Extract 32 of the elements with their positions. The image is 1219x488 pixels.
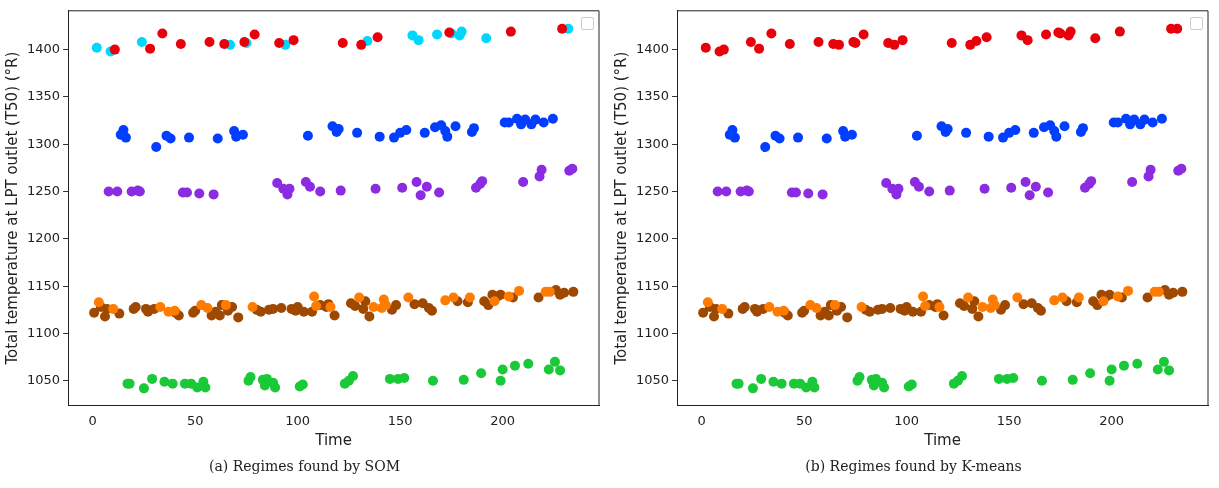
x-tick-label: 100 <box>894 412 920 428</box>
y-tick-label: 1100 <box>635 324 670 340</box>
y-tick-label: 1250 <box>635 182 670 198</box>
x-axis-title: Time <box>314 430 352 449</box>
y-tick-label: 1150 <box>635 277 670 293</box>
y-tick-label: 1050 <box>635 372 670 388</box>
x-tick-label: 150 <box>996 412 1022 428</box>
y-tick-label: 1300 <box>26 135 61 151</box>
y-tick-label: 1150 <box>26 277 61 293</box>
x-tick-label: 0 <box>88 412 97 428</box>
x-tick-label: 50 <box>795 412 813 428</box>
y-tick-label: 1400 <box>26 40 61 56</box>
text: (a) Regimes found by SOM <box>208 458 401 474</box>
x-tick-label: 0 <box>697 412 706 428</box>
y-tick-label: 1350 <box>26 88 61 104</box>
x-tick-label: 200 <box>490 412 516 428</box>
y-tick-label: 1200 <box>635 230 670 246</box>
y-tick-label: 1400 <box>635 40 670 56</box>
x-tick-label: 150 <box>387 412 413 428</box>
y-tick-label: 1250 <box>26 182 61 198</box>
y-axis-title: Total temperature at LPT outlet (T50) (°R) <box>611 51 630 366</box>
x-tick-label: 100 <box>285 412 311 428</box>
x-axis-title: Time <box>923 430 961 449</box>
x-tick-label: 50 <box>186 412 204 428</box>
y-tick-label: 1200 <box>26 230 61 246</box>
y-tick-label: 1300 <box>635 135 670 151</box>
y-axis-title: Total temperature at LPT outlet (T50) (°R) <box>2 51 21 366</box>
text: (b) Regimes found by K-means <box>804 458 1023 474</box>
y-tick-label: 1050 <box>26 372 61 388</box>
y-tick-label: 1100 <box>26 324 61 340</box>
x-tick-label: 200 <box>1099 412 1125 428</box>
y-tick-label: 1350 <box>635 88 670 104</box>
